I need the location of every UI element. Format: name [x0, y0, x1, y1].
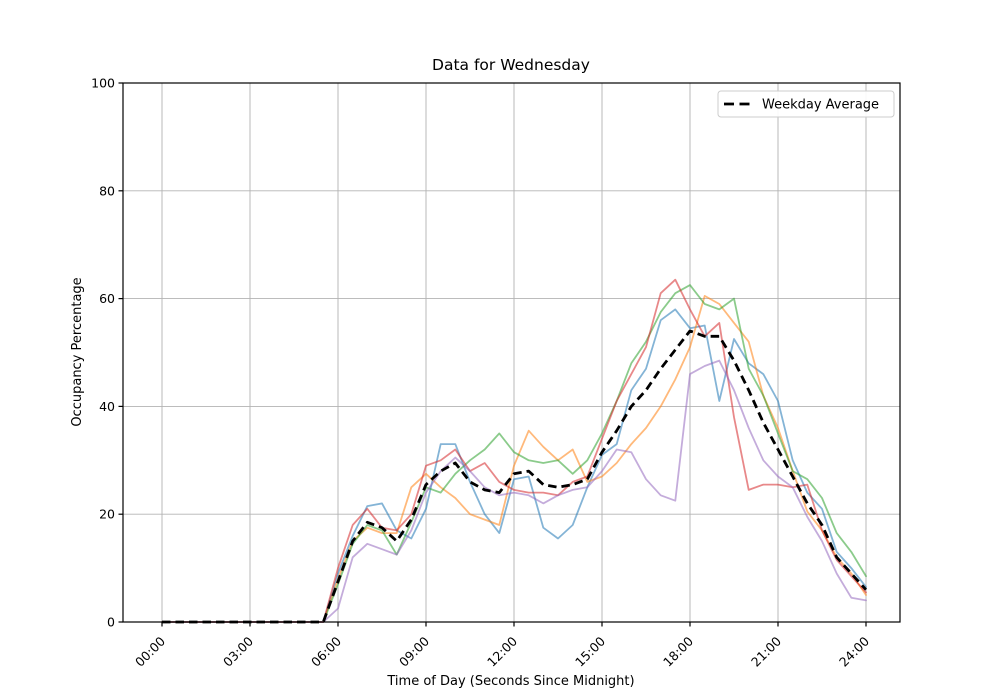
- x-tick-label: 00:00: [132, 633, 168, 669]
- weekday-average-line: [162, 329, 868, 624]
- y-tick-label: 60: [99, 291, 115, 306]
- x-tick-label: 12:00: [484, 633, 520, 669]
- y-tick-label: 0: [107, 615, 115, 630]
- chart-title: Data for Wednesday: [432, 56, 590, 74]
- x-axis-label: Time of Day (Seconds Since Midnight): [386, 674, 634, 689]
- legend-entry-label: Weekday Average: [762, 98, 879, 113]
- y-tick-label: 80: [99, 183, 115, 198]
- legend: Weekday Average: [717, 90, 895, 118]
- tick-layer: 00:00 03:00 06:00 09:00 12:00 15:00 18:00 21:00…: [91, 76, 872, 670]
- x-tick-label: 06:00: [308, 633, 344, 669]
- plot-border: [122, 82, 901, 623]
- x-tick-label: 03:00: [220, 633, 256, 669]
- y-tick-label: 40: [99, 399, 115, 414]
- x-tick-label: 24:00: [836, 633, 872, 669]
- y-tick-label: 20: [99, 507, 115, 522]
- x-tick-label: 21:00: [748, 633, 784, 669]
- x-tick-label: 09:00: [396, 633, 432, 669]
- y-tick-label: 100: [91, 76, 115, 91]
- x-tick-label: 18:00: [660, 633, 696, 669]
- grid-layer: [123, 82, 900, 623]
- x-tick-label: 15:00: [572, 633, 608, 669]
- legend-box: [717, 90, 895, 118]
- y-axis-label: Occupancy Percentage: [70, 277, 85, 426]
